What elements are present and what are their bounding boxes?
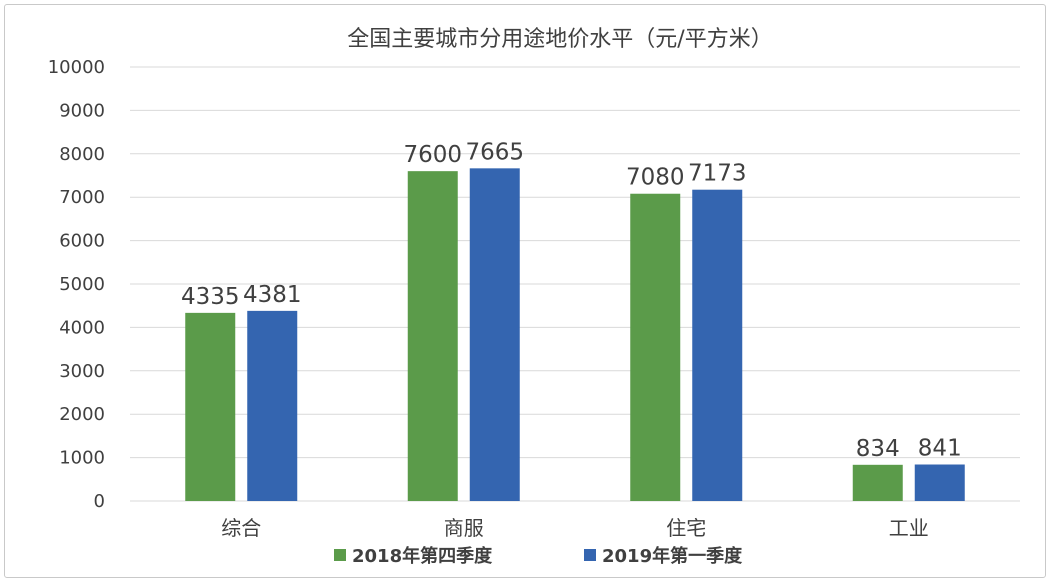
bar [630, 193, 681, 501]
data-label: 7600 [403, 142, 462, 168]
y-tick-label: 5000 [59, 274, 105, 295]
y-tick-label: 9000 [59, 100, 105, 121]
data-labels: 4335 4381 7600 7665 7080 7173 834 841 [181, 139, 962, 461]
bars [185, 168, 965, 502]
legend: 2018年第四季度 2019年第一季度 [334, 545, 743, 567]
y-tick-label: 4000 [59, 317, 105, 338]
chart-title: 全国主要城市分用途地价水平（元/平方米） [347, 27, 772, 52]
data-label: 4381 [243, 282, 302, 308]
y-tick-label: 6000 [59, 231, 105, 252]
y-tick-label: 2000 [59, 404, 105, 425]
x-axis-ticks: 综合 商服 住宅 工业 [221, 516, 929, 540]
legend-label-2018q4: 2018年第四季度 [352, 545, 493, 567]
legend-label-2019q1: 2019年第一季度 [602, 545, 743, 567]
x-tick-label: 综合 [221, 516, 261, 540]
x-tick-label: 住宅 [666, 516, 706, 540]
y-axis-ticks: 0 1000 2000 3000 4000 5000 6000 7000 8000 9000 100… [48, 57, 105, 512]
bar [247, 310, 298, 501]
data-label: 7173 [688, 161, 747, 187]
data-label: 7080 [626, 165, 685, 191]
data-label: 834 [856, 436, 900, 462]
legend-swatch-2018q4 [334, 549, 346, 561]
x-tick-label: 商服 [444, 516, 484, 540]
y-tick-label: 7000 [59, 187, 105, 208]
bar [185, 312, 236, 501]
bar [914, 464, 965, 501]
bar [852, 464, 903, 501]
legend-swatch-2019q1 [584, 549, 596, 561]
y-tick-label: 0 [94, 491, 105, 512]
data-label: 7665 [465, 139, 524, 165]
x-tick-label: 工业 [889, 516, 929, 540]
y-tick-label: 1000 [59, 448, 105, 469]
bar [407, 171, 458, 501]
data-label: 4335 [181, 284, 240, 310]
bar [692, 189, 743, 501]
y-tick-label: 8000 [59, 144, 105, 165]
y-tick-label: 10000 [48, 57, 105, 78]
y-tick-label: 3000 [59, 361, 105, 382]
bar [469, 168, 520, 502]
data-label: 841 [918, 436, 962, 462]
